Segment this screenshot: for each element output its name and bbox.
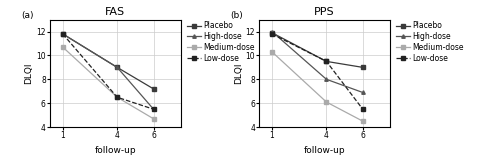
Y-axis label: DLQI: DLQI (24, 63, 34, 84)
X-axis label: follow-up: follow-up (94, 146, 136, 155)
Legend: Placebo, High-dose, Medium-dose, Low-dose: Placebo, High-dose, Medium-dose, Low-dos… (187, 21, 254, 63)
Legend: Placebo, High-dose, Medium-dose, Low-dose: Placebo, High-dose, Medium-dose, Low-dos… (396, 21, 464, 63)
Text: (a): (a) (21, 11, 34, 20)
Text: (b): (b) (230, 11, 243, 20)
Y-axis label: DLQI: DLQI (234, 63, 242, 84)
Title: PPS: PPS (314, 7, 335, 17)
X-axis label: follow-up: follow-up (304, 146, 346, 155)
Title: FAS: FAS (106, 7, 126, 17)
